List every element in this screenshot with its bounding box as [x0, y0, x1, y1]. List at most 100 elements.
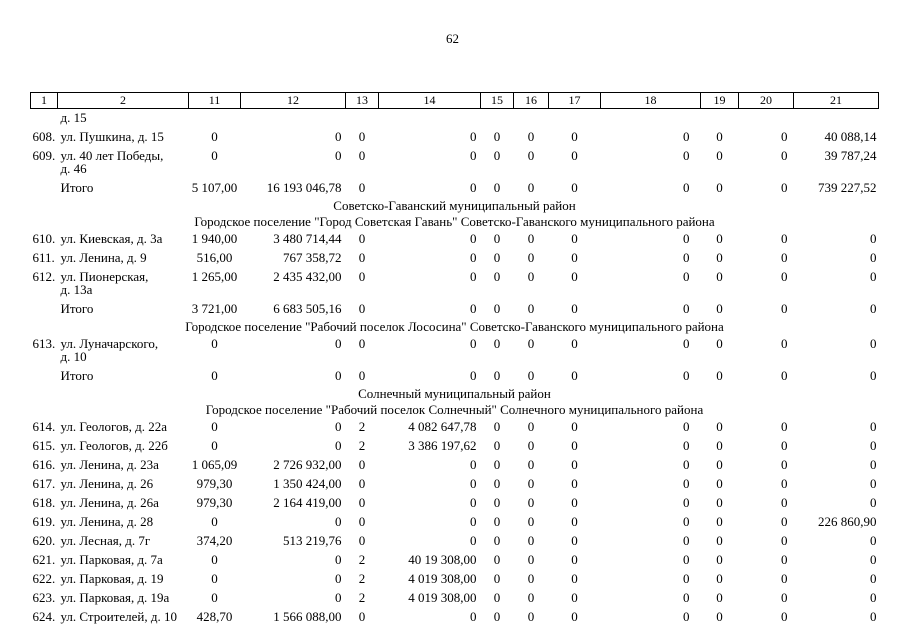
column-header: 14	[378, 92, 481, 109]
data-row: 612. ул. Пионерская, д. 13а 1 265,00 2 435 …	[31, 268, 879, 300]
value-cell: 0	[358, 457, 366, 472]
value-cell: 0	[716, 476, 723, 491]
section-title: Городское поселение "Рабочий поселок Сол…	[205, 402, 704, 417]
value-cell: 0	[470, 336, 477, 351]
value-cell: 2	[358, 552, 366, 567]
value-cell: 0	[527, 269, 535, 284]
value-cell: 0	[358, 129, 366, 144]
value-cell: 3 386 197,62	[408, 438, 477, 453]
address-cell: ул. Ленина, д. 23а	[60, 457, 159, 472]
section-title: Городское поселение "Рабочий поселок Лос…	[185, 319, 724, 334]
value-cell: 0	[493, 533, 501, 548]
row-number: 620.	[32, 533, 56, 548]
value-cell: 1 566 088,00	[273, 609, 342, 624]
data-row: 621. ул. Парковая, д. 7а 0 0 2 40 19 308,00 0 0…	[31, 551, 879, 570]
value-cell: 0	[571, 476, 578, 491]
value-cell: 0	[716, 590, 723, 605]
value-cell: 0	[493, 180, 501, 195]
address-cell: ул. Ленина, д. 26	[60, 476, 154, 491]
value-cell: 0	[683, 129, 690, 144]
value-cell: 3 721,00	[191, 301, 238, 316]
column-header: 17	[548, 92, 601, 109]
page-number: 62	[446, 31, 459, 46]
total-row: Итого 0 0 0 0 0 0 0 0 0 0 0	[31, 367, 879, 386]
row-number: 614.	[32, 419, 56, 434]
value-cell: 0	[683, 419, 690, 434]
value-cell: 0	[716, 250, 723, 265]
value-cell: 0	[493, 476, 501, 491]
value-cell: 0	[683, 368, 690, 383]
value-cell: 0	[493, 571, 501, 586]
row-number	[31, 179, 58, 198]
column-header: 15	[480, 92, 514, 109]
row-number: 613.	[32, 336, 56, 351]
address-cell: ул. Геологов, д. 22а	[60, 419, 168, 434]
value-cell: 0	[781, 438, 788, 453]
value-cell: 0	[716, 231, 723, 246]
value-cell: 0	[335, 571, 342, 586]
data-row: 609. ул. 40 лет Победы, д. 46 0 0 0 0 0 0 0 0 0 0 39…	[31, 147, 879, 179]
value-cell: 3 480 714,44	[273, 231, 342, 246]
value-cell: 374,20	[196, 533, 233, 548]
value-cell: 0	[571, 180, 578, 195]
column-header: 20	[738, 92, 794, 109]
value-cell: 0	[358, 495, 366, 510]
value-cell: 0	[683, 476, 690, 491]
value-cell: 0	[781, 301, 788, 316]
section-row: Городское поселение "Рабочий поселок Сол…	[31, 402, 879, 418]
value-cell: 0	[571, 269, 578, 284]
value-cell: 0	[470, 609, 477, 624]
value-cell: 0	[781, 250, 788, 265]
value-cell: 0	[493, 552, 501, 567]
value-cell: 0	[683, 552, 690, 567]
address-cell: ул. Лесная, д. 7г	[60, 533, 151, 548]
value-cell: 0	[571, 571, 578, 586]
section-title: Солнечный муниципальный район	[358, 386, 551, 401]
data-row: 616. ул. Ленина, д. 23а 1 065,09 2 726 932,…	[31, 456, 879, 475]
value-cell: 0	[870, 438, 877, 453]
value-cell	[379, 109, 481, 129]
value-cell: 0	[716, 301, 723, 316]
value-cell: 0	[358, 148, 366, 163]
value-cell: 0	[716, 495, 723, 510]
address-cell: ул. Геологов, д. 22б	[60, 438, 168, 453]
value-cell: 0	[493, 231, 501, 246]
value-cell: 979,30	[196, 476, 233, 491]
value-cell: 0	[358, 533, 366, 548]
value-cell: 0	[716, 148, 723, 163]
row-number: 618.	[32, 495, 56, 510]
value-cell: 0	[211, 148, 218, 163]
section-row: Солнечный муниципальный район	[31, 386, 879, 402]
value-cell: 2 726 932,00	[273, 457, 342, 472]
value-cell: 0	[781, 495, 788, 510]
value-cell: 0	[870, 495, 877, 510]
value-cell: 0	[493, 250, 501, 265]
column-header: 19	[700, 92, 739, 109]
value-cell: 0	[470, 476, 477, 491]
value-cell: 0	[571, 301, 578, 316]
address-cell: ул. 40 лет Победы, д. 46	[60, 148, 164, 176]
value-cell: 0	[493, 419, 501, 434]
value-cell: 0	[470, 250, 477, 265]
value-cell: 0	[493, 301, 501, 316]
value-cell: 0	[683, 231, 690, 246]
value-cell: 0	[781, 533, 788, 548]
value-cell: 0	[470, 301, 477, 316]
column-header: 16	[513, 92, 549, 109]
value-cell: 0	[870, 533, 877, 548]
data-table: 1 2 11 12 13 14 15 16 17 18 19 20 21 д. 15 608. ул. Пу…	[30, 92, 879, 627]
value-cell: 0	[683, 514, 690, 529]
row-number: 611.	[32, 250, 55, 265]
data-row: 608. ул. Пушкина, д. 15 0 0 0 0 0 0 0 0 0 0 40 088,1…	[31, 128, 879, 147]
value-cell: 0	[493, 590, 501, 605]
section-row: Городское поселение "Рабочий поселок Лос…	[31, 319, 879, 335]
value-cell: 0	[358, 301, 366, 316]
value-cell: 226 860,90	[818, 514, 877, 529]
value-cell: 0	[470, 180, 477, 195]
value-cell: 0	[683, 438, 690, 453]
value-cell: 0	[358, 609, 366, 624]
row-number: 612.	[32, 269, 56, 284]
value-cell: 0	[527, 419, 535, 434]
address-cell: ул. Парковая, д. 7а	[60, 552, 163, 567]
row-number: 616.	[32, 457, 56, 472]
